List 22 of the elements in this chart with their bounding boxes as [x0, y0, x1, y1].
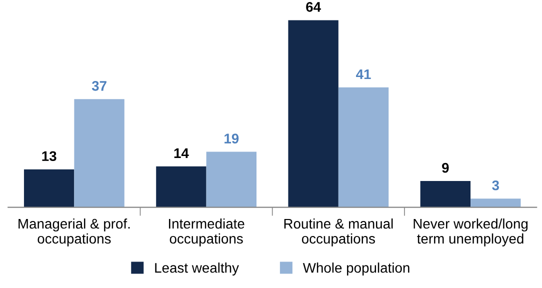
bar [338, 87, 389, 208]
data-label: 19 [224, 134, 239, 144]
x-tick-label: Intermediate occupations [168, 218, 244, 246]
data-label: 37 [92, 81, 106, 91]
x-tick-label: Routine & manual occupations [284, 218, 393, 246]
bar [470, 198, 521, 208]
data-label: 14 [174, 148, 189, 158]
bar [206, 152, 256, 208]
bar [156, 166, 206, 208]
bar [288, 20, 338, 208]
x-tick-label: Managerial & prof. occupations [18, 218, 130, 246]
legend-label: Least wealthy [155, 262, 239, 276]
bar [24, 169, 74, 208]
bar [74, 99, 124, 208]
data-label: 13 [42, 151, 56, 162]
data-label: 9 [442, 162, 449, 173]
x-tick-label: Never worked/long term unemployed [414, 218, 528, 246]
bar [420, 181, 471, 208]
data-label: 64 [306, 2, 321, 12]
data-label: 3 [492, 180, 499, 190]
legend-label: Whole population [302, 262, 410, 276]
data-label: 41 [356, 69, 371, 79]
